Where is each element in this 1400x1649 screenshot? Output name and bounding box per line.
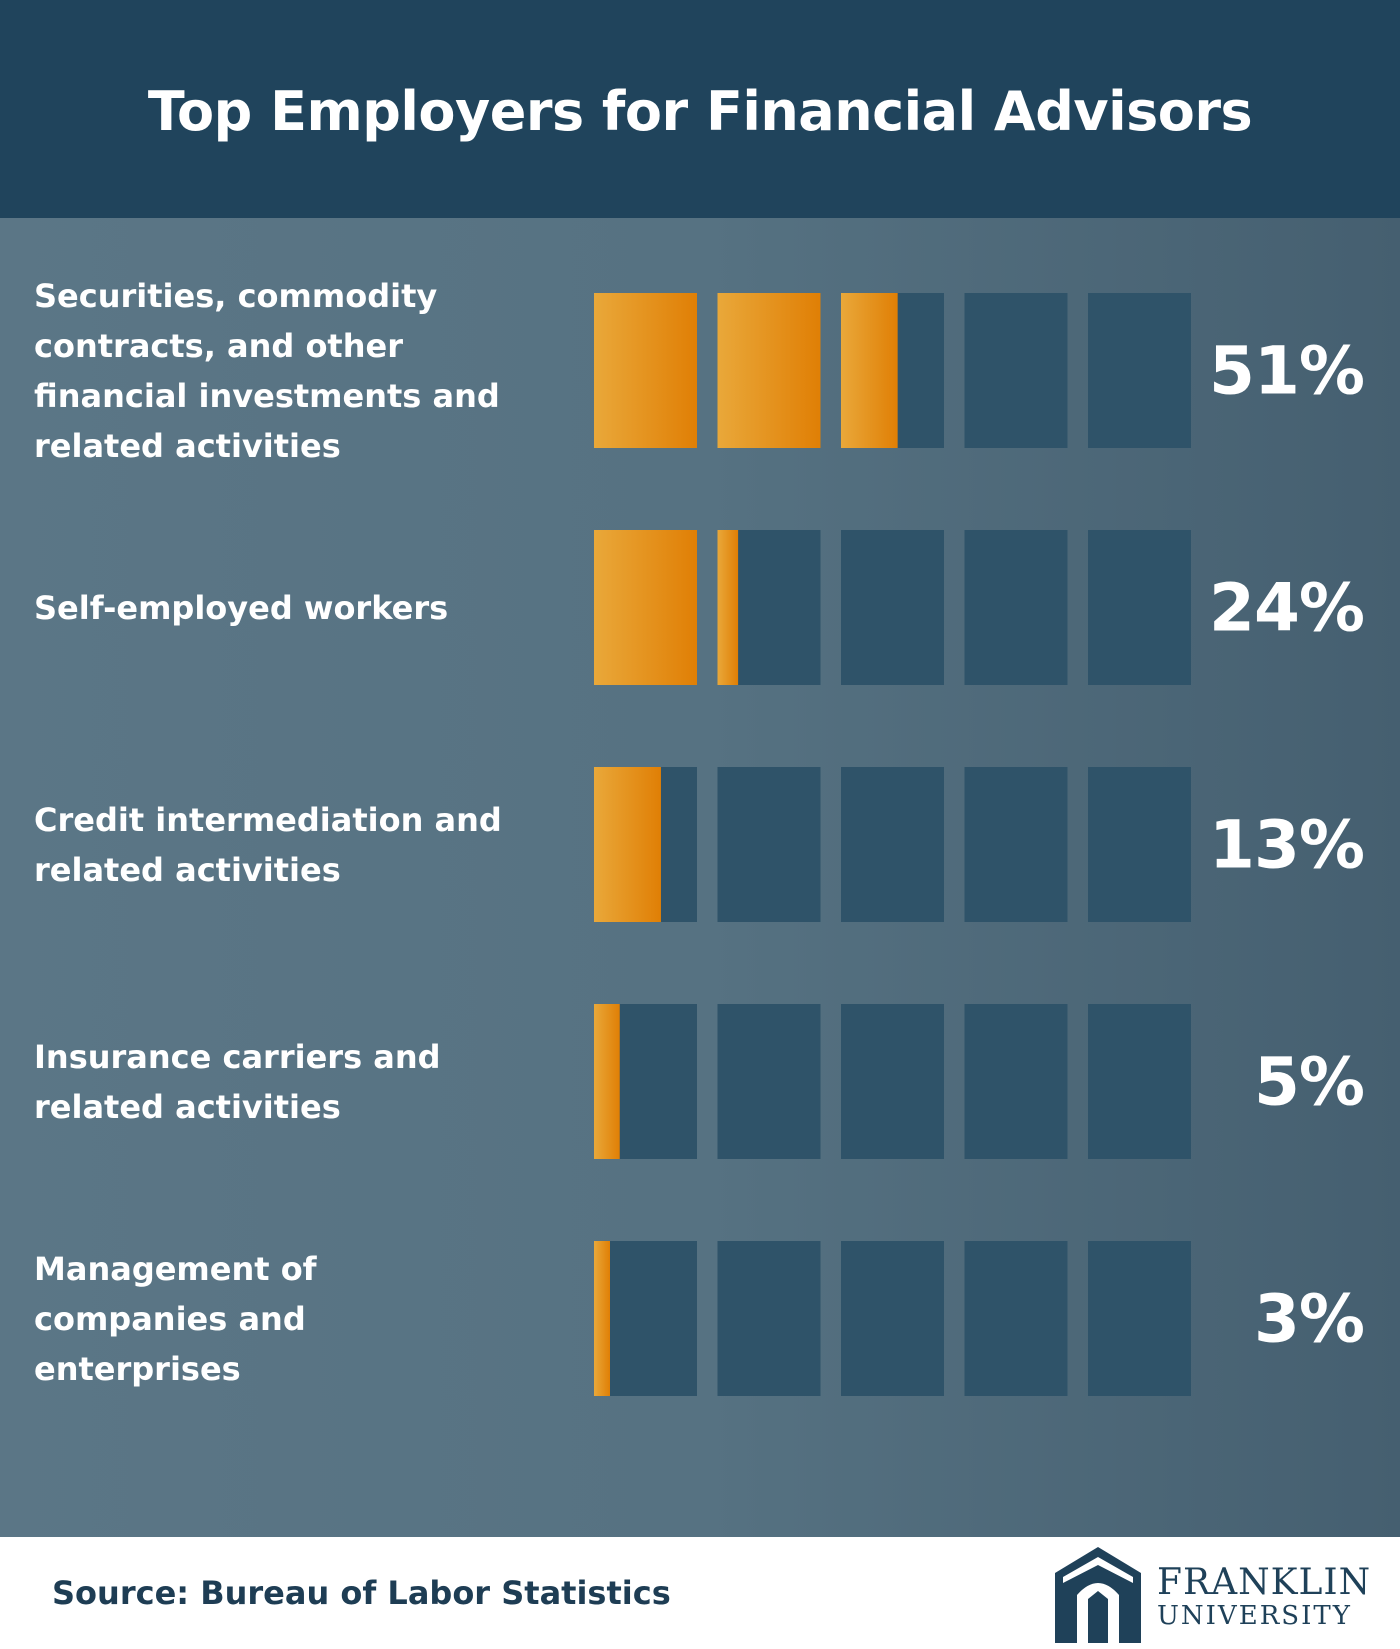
bar-box [1088, 1241, 1191, 1396]
bar-fill [594, 1241, 610, 1396]
bar-box [841, 1241, 944, 1396]
bar-fill [594, 767, 661, 922]
chart-row: Self-employed workers 24% [0, 530, 1400, 685]
bar-box [594, 1241, 697, 1396]
arch-logo-icon [1055, 1547, 1141, 1643]
bar-track [594, 1004, 1191, 1159]
bar-box [717, 767, 821, 922]
value-label: 51% [1209, 332, 1365, 409]
footer: Source: Bureau of Labor Statistics FRANK… [0, 1537, 1400, 1649]
bar-track [594, 1241, 1191, 1396]
bar-box [1088, 1004, 1191, 1159]
logo-line-1: FRANKLIN [1157, 1562, 1372, 1603]
logo-line-2: UNIVERSITY [1157, 1601, 1352, 1631]
bar-box [717, 1241, 821, 1396]
bar-box [964, 530, 1068, 685]
bar-box [717, 1004, 821, 1159]
franklin-university-logo: FRANKLIN UNIVERSITY [1055, 1545, 1395, 1645]
chart-row: Securities, commodity contracts, and oth… [0, 277, 1400, 465]
logo-wordmark: FRANKLIN UNIVERSITY [1157, 1562, 1372, 1631]
value-label: 3% [1253, 1280, 1365, 1357]
value-label: 5% [1253, 1043, 1365, 1120]
bar-track [594, 767, 1191, 922]
value-label: 13% [1209, 806, 1365, 883]
category-label: Management of companies and enterprises [34, 1249, 317, 1388]
chart-row: Credit intermediation and related activi… [0, 767, 1400, 922]
bar-fill [841, 293, 898, 448]
bar-fill [594, 293, 697, 448]
bar-box [1088, 293, 1191, 448]
category-label: Securities, commodity contracts, and oth… [34, 276, 500, 465]
bar-track [594, 530, 1191, 685]
bar-track [594, 293, 1191, 448]
bar-box [841, 767, 944, 922]
source-note: Source: Bureau of Labor Statistics [52, 1574, 671, 1612]
chart-title: Top Employers for Financial Advisors [147, 79, 1253, 143]
bar-fill [717, 530, 739, 685]
bar-box [1088, 530, 1191, 685]
value-label: 24% [1209, 569, 1365, 646]
bar-box [964, 1004, 1068, 1159]
bar-fill [594, 530, 697, 685]
chart-row: Insurance carriers and related activitie… [0, 1004, 1400, 1159]
header-banner: Top Employers for Financial Advisors [0, 0, 1400, 218]
bar-box [841, 1004, 944, 1159]
category-label: Credit intermediation and related activi… [34, 800, 502, 889]
bar-box [964, 1241, 1068, 1396]
category-label: Self-employed workers [34, 588, 449, 627]
bar-box [964, 293, 1068, 448]
bar-box [841, 530, 944, 685]
chart-area: Securities, commodity contracts, and oth… [0, 218, 1400, 1537]
category-label: Insurance carriers and related activitie… [34, 1037, 441, 1126]
bar-box [1088, 767, 1191, 922]
bar-box [964, 767, 1068, 922]
bar-fill [717, 293, 821, 448]
chart-row: Management of companies and enterprises … [0, 1241, 1400, 1396]
bar-fill [594, 1004, 620, 1159]
